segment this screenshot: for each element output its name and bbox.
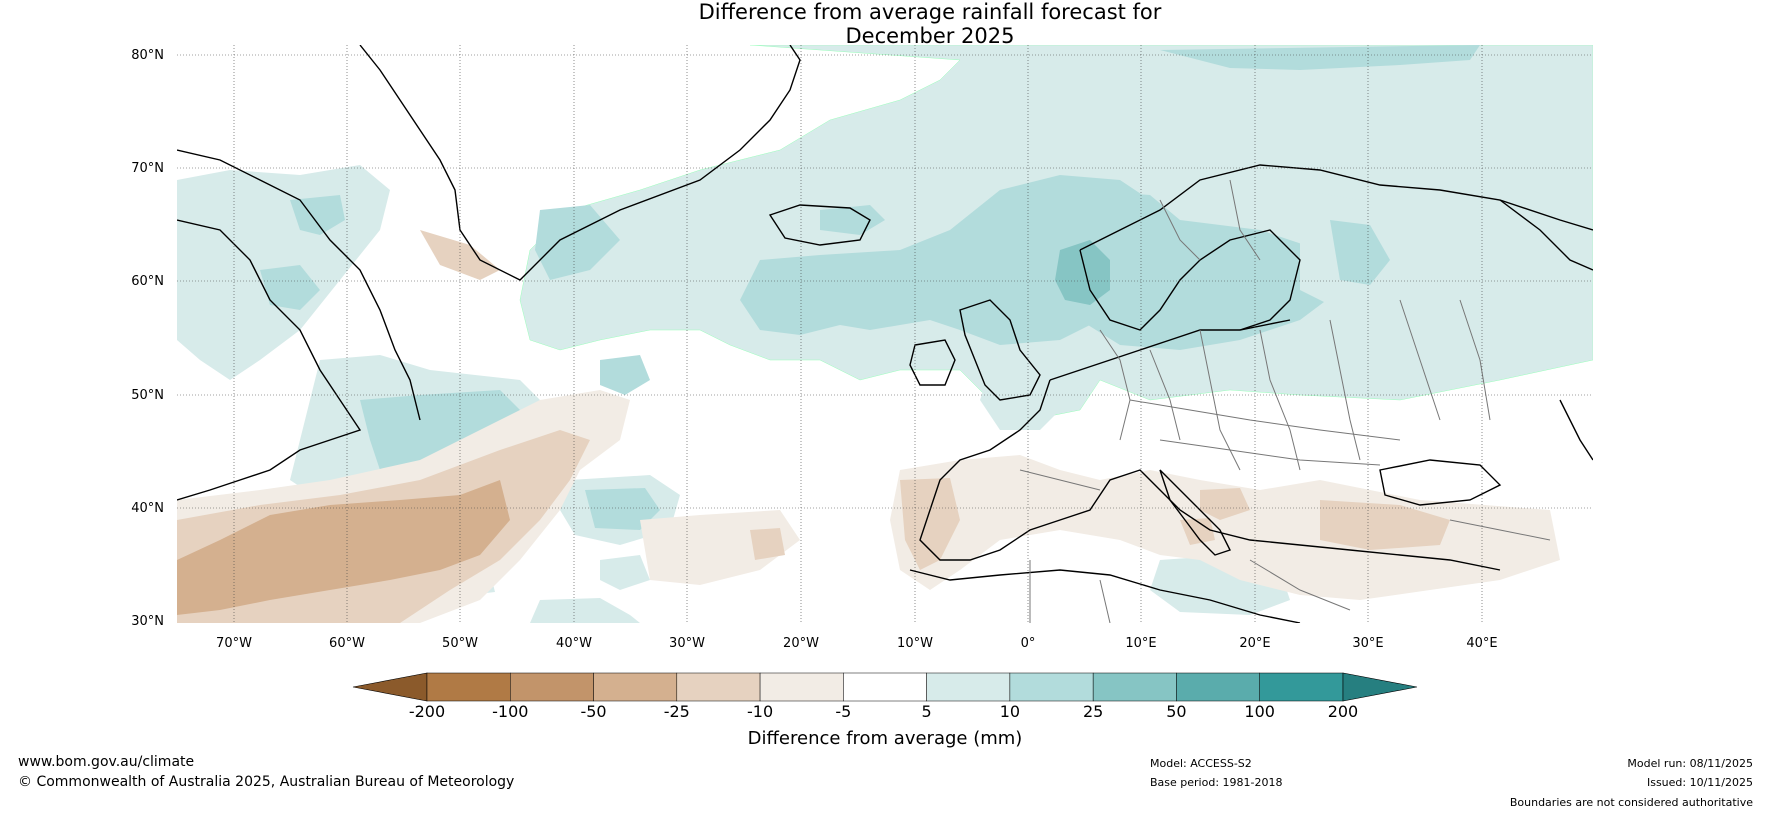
lon-label-30e: 30°E [1352,636,1384,651]
lon-label-50w: 50°W [442,636,478,651]
website-link[interactable]: www.bom.gov.au/climate [18,754,195,770]
lat-label-30n: 30°N [131,614,164,629]
colorbar-tick-label: 200 [1327,702,1359,721]
colorbar-segments [426,672,1344,702]
colorbar-tick-label: 100 [1244,702,1275,721]
colorbar-tick-label: -5 [835,702,852,721]
colorbar-segment [510,672,594,702]
colorbar-segment [1259,672,1344,702]
colorbar-segment [1009,672,1094,702]
lon-label-40e: 40°E [1466,636,1498,651]
colorbar-tick-label: 25 [1082,702,1104,721]
colorbar-tick-label: -200 [408,702,446,721]
colorbar-segment [759,672,844,702]
colorbar-segment [926,672,1011,702]
graticule [177,45,1593,623]
lon-label-0: 0° [1020,636,1036,651]
lon-label-40w: 40°W [556,636,592,651]
colorbar-extend-high [1342,672,1418,702]
colorbar-tick-label: -50 [580,702,607,721]
colorbar-segment [1092,672,1177,702]
base-period: Base period: 1981-2018 [1150,776,1283,789]
lon-label-30w: 30°W [669,636,705,651]
colorbar-tick-label: -10 [747,702,774,721]
lat-label-70n: 70°N [131,161,164,176]
map-title: Difference from average rainfall forecas… [500,0,1360,48]
colorbar-tick-label: -25 [663,702,690,721]
lon-label-20e: 20°E [1239,636,1271,651]
colorbar-tick-label: 50 [1166,702,1187,721]
drier-regions [177,230,1560,623]
colorbar-segment [676,672,761,702]
lon-label-70w: 70°W [216,636,252,651]
colorbar [352,672,1418,702]
lat-label-40n: 40°N [131,501,164,516]
lat-label-80n: 80°N [131,48,164,63]
coastlines [177,45,1593,623]
wetter-regions [177,45,1593,623]
model-run: Model run: 08/11/2025 [1627,757,1753,770]
colorbar-segment [426,672,511,702]
colorbar-segment [593,672,678,702]
colorbar-label: Difference from average (mm) [747,728,1023,749]
lon-label-60w: 60°W [329,636,365,651]
copyright: © Commonwealth of Australia 2025, Austra… [18,774,515,790]
lon-label-20w: 20°W [783,636,819,651]
colorbar-tick-label: 5 [921,702,932,721]
model-name: Model: ACCESS-S2 [1150,757,1252,770]
title-line-1: Difference from average rainfall forecas… [698,0,1162,24]
disclaimer: Boundaries are not considered authoritat… [1509,796,1753,809]
title-line-2: December 2025 [845,24,1015,48]
colorbar-segment [843,672,927,702]
colorbar-extend-low [352,672,428,702]
lat-label-60n: 60°N [131,274,164,289]
colorbar-segment [1176,672,1260,702]
colorbar-tick-label: -100 [492,702,529,721]
lat-label-50n: 50°N [131,388,164,403]
issued-date: Issued: 10/11/2025 [1646,776,1753,789]
colorbar-tick-label: 10 [999,702,1021,721]
lon-label-10w: 10°W [897,636,933,651]
lon-label-10e: 10°E [1125,636,1157,651]
